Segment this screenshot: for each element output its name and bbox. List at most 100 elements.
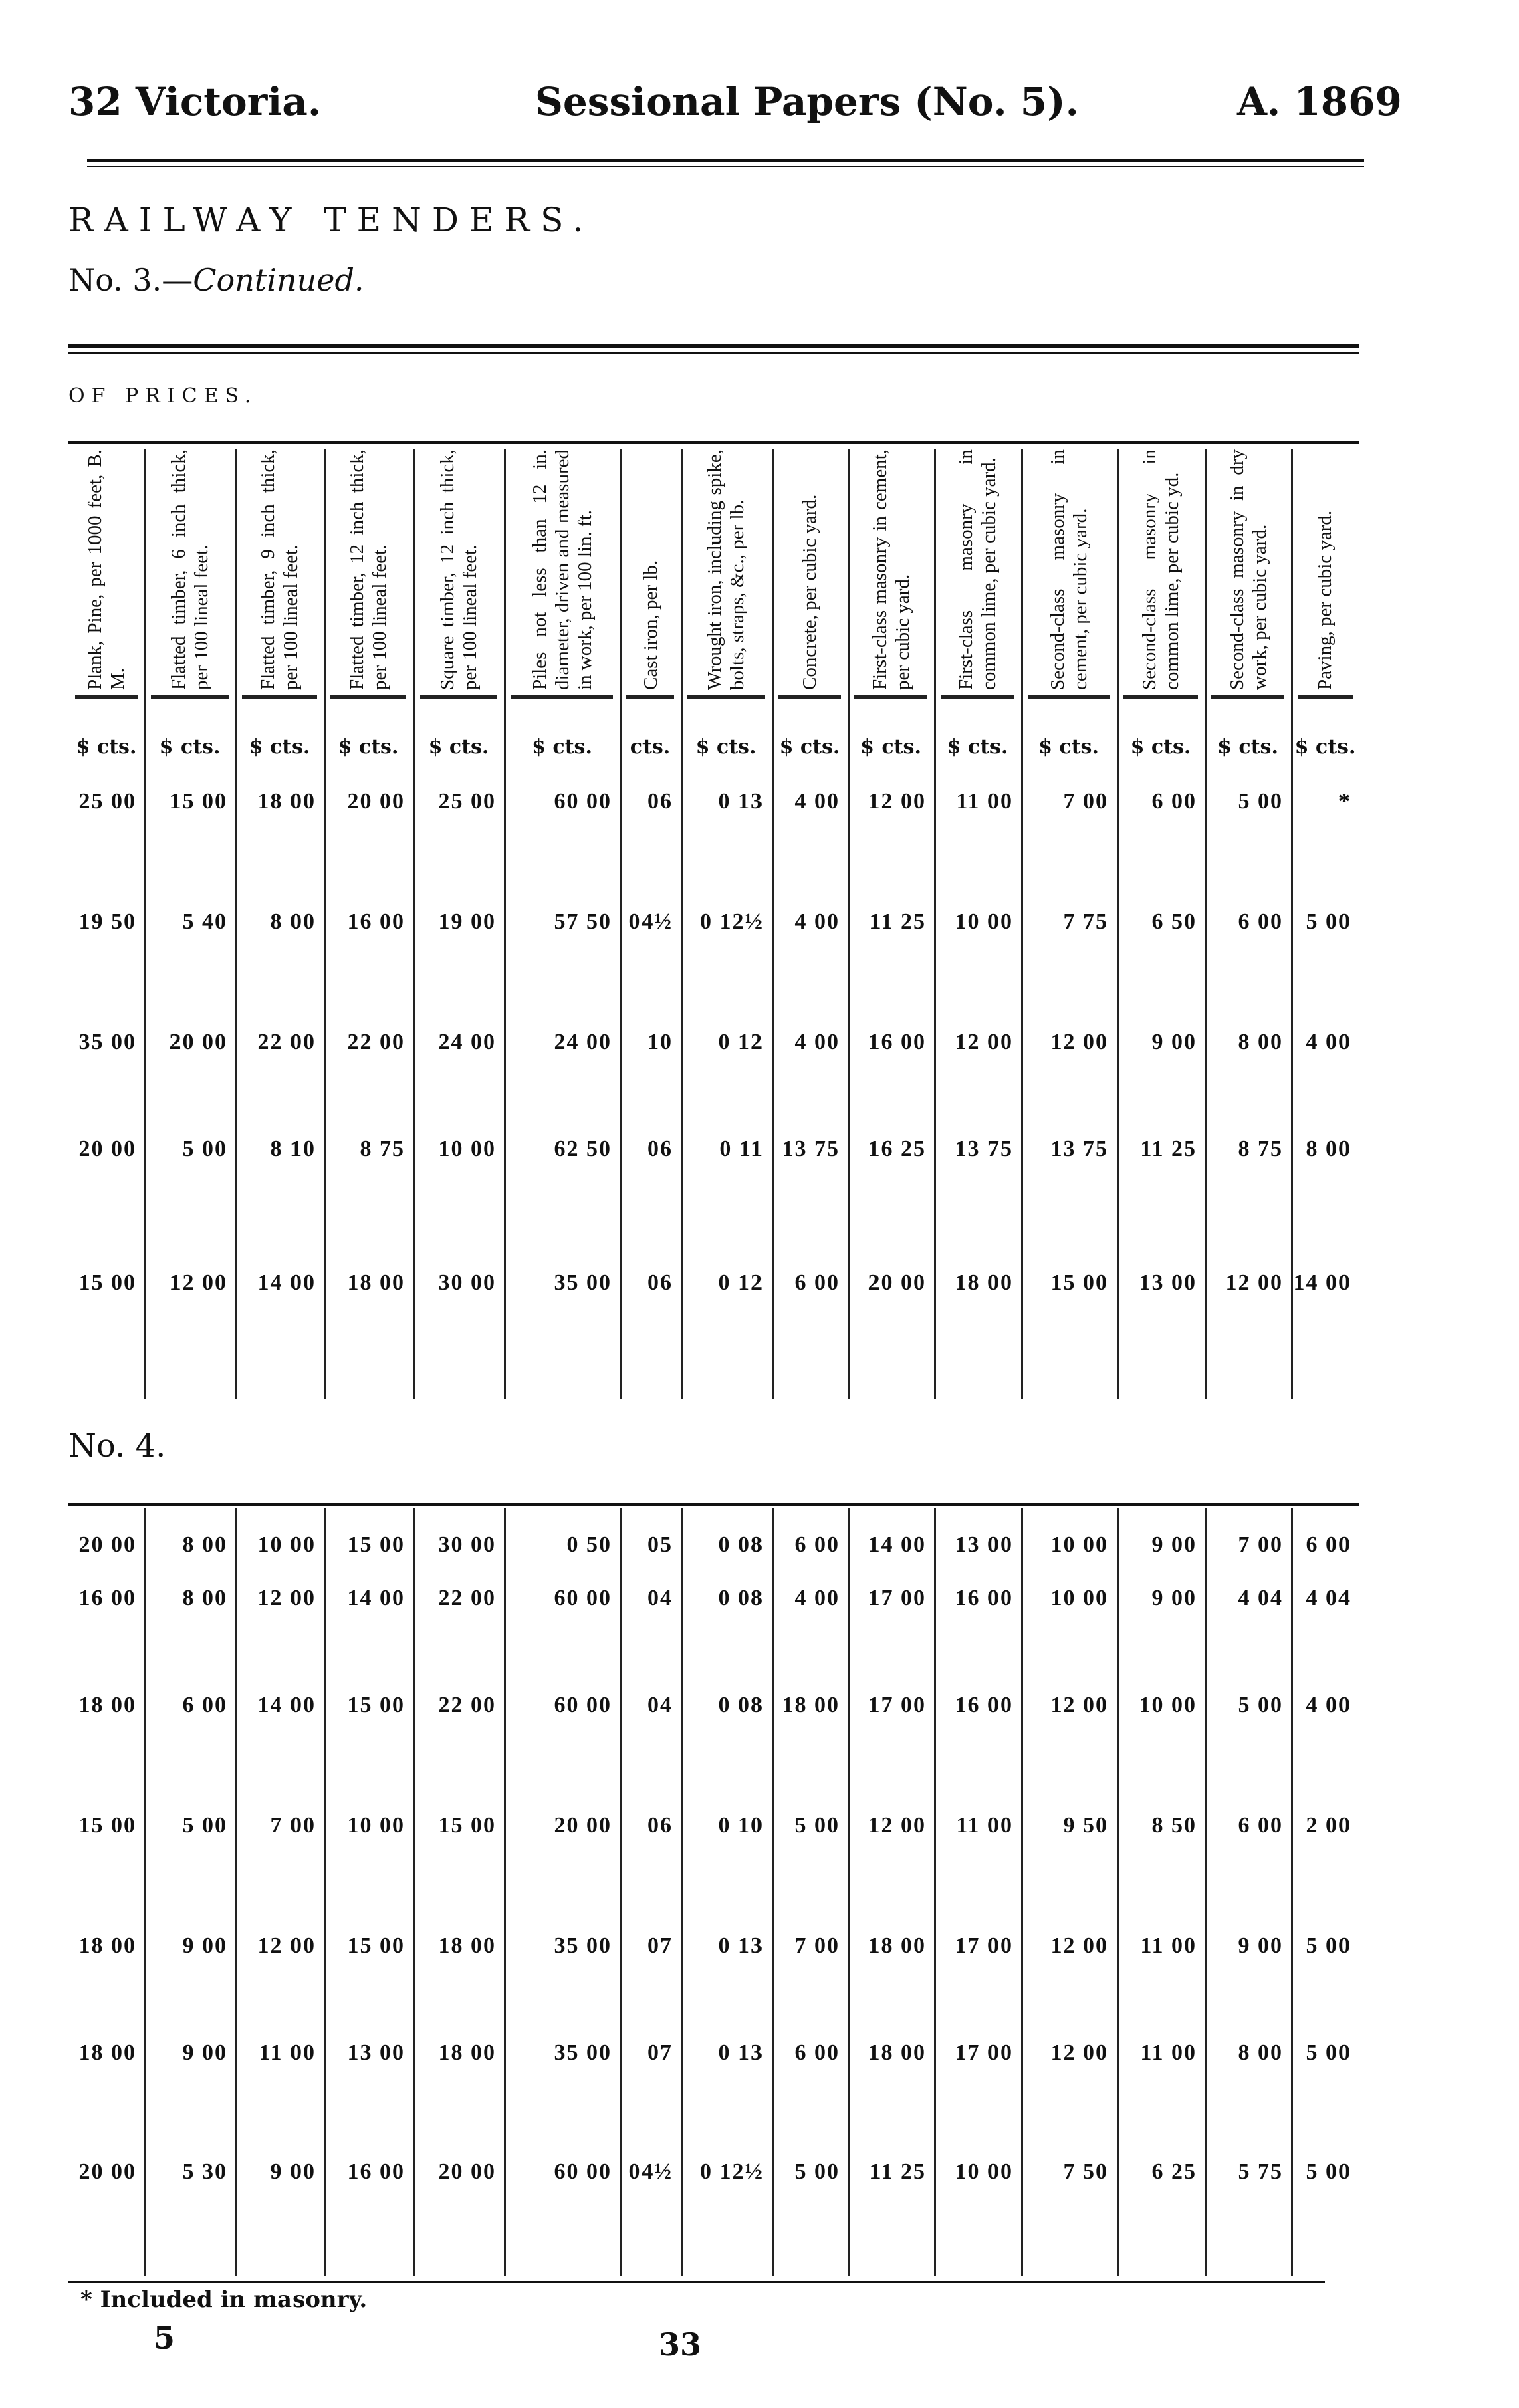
column-header: First-class masonry in cement, per cubic… xyxy=(848,449,934,693)
table-cell: 9 00 xyxy=(182,1933,227,1958)
table-cell: 8 00 xyxy=(1238,1030,1283,1054)
table-cell: 04 xyxy=(647,1586,673,1610)
column-unit: $ cts. xyxy=(695,735,757,759)
column-divider xyxy=(413,1508,415,2276)
table-cell: 9 00 xyxy=(182,2040,227,2065)
header-underline xyxy=(1028,695,1110,699)
table-cell: 24 00 xyxy=(438,1030,496,1054)
table-cell: 20 00 xyxy=(78,1136,136,1161)
column-divider xyxy=(848,449,850,1399)
table-cell: 14 00 xyxy=(1293,1270,1351,1295)
subtitle-continued: Continued. xyxy=(193,262,364,298)
table-cell: 6 00 xyxy=(794,2040,840,2065)
header-underline xyxy=(1123,695,1198,699)
table-cell: 12 00 xyxy=(257,1933,316,1958)
column-divider xyxy=(504,449,506,1399)
table-cell: 10 00 xyxy=(347,1813,405,1838)
table-cell: 18 00 xyxy=(868,2040,926,2065)
table-cell: 10 00 xyxy=(438,1136,496,1161)
table-cell: 11 00 xyxy=(259,2040,316,2065)
column-unit: $ cts. xyxy=(76,735,137,759)
table-cell: 5 00 xyxy=(1306,909,1351,934)
table-cell: 13 75 xyxy=(1050,1136,1108,1161)
column-divider xyxy=(1205,1508,1207,2276)
table-cell: 4 00 xyxy=(1306,1693,1351,1717)
column-divider xyxy=(620,1508,622,2276)
column-divider xyxy=(235,1508,237,2276)
table-cell: 18 00 xyxy=(782,1693,840,1717)
table-cell: 60 00 xyxy=(554,1693,612,1717)
table-cell: 7 50 xyxy=(1063,2159,1108,2184)
column-header-text: Concrete, per cubic yard. xyxy=(799,494,820,690)
column-divider xyxy=(1021,449,1023,1399)
column-divider xyxy=(235,449,237,1399)
table-cell: 04 xyxy=(647,1693,673,1717)
table-cell: 14 00 xyxy=(868,1532,926,1557)
table-cell: 6 00 xyxy=(1238,1813,1283,1838)
table-cell: 17 00 xyxy=(955,2040,1013,2065)
header-underline xyxy=(242,695,317,699)
column-unit: $ cts. xyxy=(947,735,1008,759)
column-header-text: First-class masonry in common lime, per … xyxy=(955,449,1000,690)
table-cell: 35 00 xyxy=(554,1933,612,1958)
header-underline xyxy=(626,695,674,699)
column-header: Paving, per cubic yard. xyxy=(1291,449,1359,693)
column-header-text: Second-class masonry in common lime, per… xyxy=(1139,449,1183,690)
table-cell: 35 00 xyxy=(78,1030,136,1054)
table-cell: 9 00 xyxy=(1151,1532,1197,1557)
table-cell: 8 00 xyxy=(1306,1136,1351,1161)
table-cell: 4 00 xyxy=(794,1586,840,1610)
header-underline xyxy=(687,695,765,699)
table-cell: 11 00 xyxy=(956,1813,1013,1838)
table-cell: 14 00 xyxy=(347,1586,405,1610)
table-cell: 30 00 xyxy=(438,1270,496,1295)
table-cell: 5 00 xyxy=(1306,2159,1351,2184)
table-cell: 22 00 xyxy=(257,1030,316,1054)
table-cell: 0 12 xyxy=(718,1030,764,1054)
table-cell: 06 xyxy=(647,789,673,814)
table-cell: 5 00 xyxy=(182,1813,227,1838)
table-cell: 16 00 xyxy=(78,1586,136,1610)
column-header-text: Cast iron, per lb. xyxy=(639,560,661,690)
table-cell: 0 13 xyxy=(718,2040,764,2065)
table-cell: 20 00 xyxy=(554,1813,612,1838)
table-cell: 0 10 xyxy=(718,1813,764,1838)
table-cell: 10 00 xyxy=(1050,1586,1108,1610)
header-underline xyxy=(941,695,1014,699)
column-header-text: Flatted timber, 6 inch thick, per 100 li… xyxy=(168,449,212,690)
table-cell: 60 00 xyxy=(554,2159,612,2184)
column-divider xyxy=(772,1508,774,2276)
table-cell: 8 50 xyxy=(1151,1813,1197,1838)
column-divider xyxy=(413,449,415,1399)
table-cell: 25 00 xyxy=(78,789,136,814)
column-unit: $ cts. xyxy=(779,735,840,759)
table-cell: 13 75 xyxy=(782,1136,840,1161)
column-header: Square timber, 12 inch thick, per 100 li… xyxy=(413,449,504,693)
table-cell: 18 00 xyxy=(438,1933,496,1958)
column-unit: $ cts. xyxy=(860,735,921,759)
table-cell: 14 00 xyxy=(257,1693,316,1717)
table-cell: 5 00 xyxy=(1306,1933,1351,1958)
table-cell: 9 00 xyxy=(1151,1030,1197,1054)
table-cell: 62 50 xyxy=(554,1136,612,1161)
table-cell: 6 00 xyxy=(794,1270,840,1295)
table-cell: 11 00 xyxy=(1140,2040,1197,2065)
table-cell: 16 25 xyxy=(868,1136,926,1161)
table-cell: 8 00 xyxy=(270,909,316,934)
header-underline xyxy=(1298,695,1353,699)
column-header: Cast iron, per lb. xyxy=(620,449,681,693)
table-cell: 4 00 xyxy=(794,789,840,814)
table-cell: 8 75 xyxy=(360,1136,405,1161)
table-cell: 13 00 xyxy=(955,1532,1013,1557)
column-header: First-class masonry in common lime, per … xyxy=(934,449,1021,693)
header-underline xyxy=(778,695,841,699)
table-cell: 16 00 xyxy=(955,1586,1013,1610)
table-cell: 6 00 xyxy=(1238,909,1283,934)
table-top-rule xyxy=(68,441,1359,444)
table-cell: 8 00 xyxy=(1238,2040,1283,2065)
table-cell: 11 00 xyxy=(1140,1933,1197,1958)
signature-mark: 5 xyxy=(154,2320,176,2356)
table-cell: 11 00 xyxy=(956,789,1013,814)
table-cell: 35 00 xyxy=(554,1270,612,1295)
table-cell: 12 00 xyxy=(257,1586,316,1610)
